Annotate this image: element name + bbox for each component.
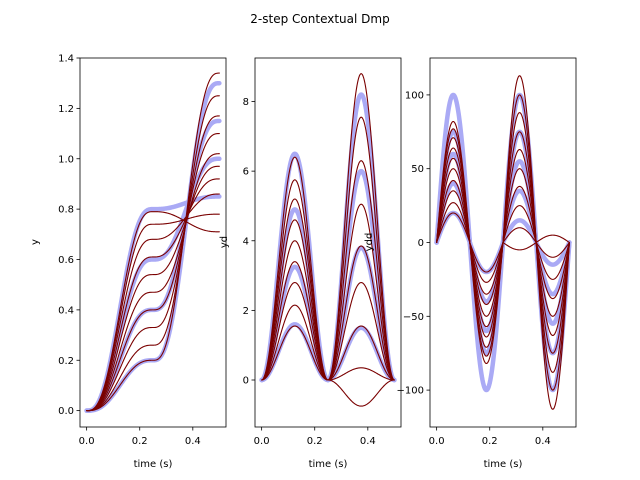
subplot-yd-x-tick-label: 0.0 [254,436,270,447]
figure-title: 2-step Contextual Dmp [250,12,389,26]
subplot-y-y-tick-label: 1.0 [58,154,74,165]
subplot-y-reproduction-line-8 [86,193,220,412]
subplot-yd-reproduction-line-9 [261,156,395,407]
subplot-ydd: 0.0 0.2 0.4 −100 −50 0 50 100 time (s) ydd [364,57,577,470]
subplot-ydd-y-tick-label: −100 [397,386,424,397]
subplot-ydd-x-ticks: 0.0 0.2 0.4 [429,427,551,447]
subplot-yd-frame [254,57,402,428]
subplot-y-y-tick-label: 0.2 [58,356,74,367]
subplot-yd-x-tick-label: 0.2 [307,436,323,447]
subplot-yd: 0.0 0.2 0.4 0 2 4 6 8 time (s) yd [219,57,402,470]
subplot-y-x-ticks: 0.0 0.2 0.4 [79,427,201,447]
subplot-y-demo-line-1 [84,80,222,413]
subplot-y-y-tick-label: 0.8 [58,205,74,216]
subplot-y-reproduction-line-2 [86,95,220,412]
subplot-ydd-y-tick-label: 0 [418,238,424,249]
subplot-y-reproduction-line-5 [86,153,220,412]
subplot-y-reproduction-line-1 [86,72,220,412]
subplot-y-y-tick-label: 1.4 [58,54,74,65]
subplot-ydd-y-tick-label: 50 [411,164,424,175]
subplot-y-y-tick-label: 0.6 [58,255,74,266]
subplot-yd-y-label: yd [219,236,230,248]
subplot-y-y-tick-label: 0.0 [58,406,74,417]
subplot-yd-y-tick-label: 2 [243,306,249,317]
subplot-y-x-tick-label: 0.2 [132,436,148,447]
subplot-ydd-x-label: time (s) [484,459,523,470]
subplot-y-y-ticks: 0.0 0.2 0.4 0.6 0.8 1.0 1.2 1.4 [58,54,80,417]
subplot-yd-y-tick-label: 4 [243,236,249,247]
subplot-y-y-tick-label: 1.2 [58,104,74,115]
subplot-yd-x-label: time (s) [309,459,348,470]
subplot-ydd-reproduction-line-10 [436,120,570,365]
subplot-ydd-x-tick-label: 0.0 [429,436,445,447]
subplot-y-reproduction-line-9 [86,213,220,412]
subplot-ydd-plot-area [434,75,572,410]
subplot-y-x-label: time (s) [134,459,173,470]
subplot-yd-y-tick-label: 8 [243,97,249,108]
subplot-ydd-x-tick-label: 0.2 [482,436,498,447]
subplot-ydd-y-tick-label: 100 [405,90,424,101]
subplot-yd-x-tick-label: 0.4 [360,436,376,447]
subplot-yd-y-tick-label: 6 [243,167,249,178]
subplot-y-plot-area [84,72,222,413]
subplot-ydd-x-tick-label: 0.4 [535,436,551,447]
subplot-y-reproduction-line-6 [86,165,220,412]
subplot-y-reproduction-line-4 [86,133,220,412]
subplot-y-reproduction-line-10 [86,211,220,412]
subplot-y-x-tick-label: 0.4 [185,436,201,447]
subplot-y-reproduction-line-7 [86,178,220,412]
subplot-yd-plot-area [259,73,397,407]
subplot-y-frame [79,57,227,428]
subplot-ydd-y-tick-label: −50 [403,312,424,323]
subplot-y: 0.0 0.2 0.4 0.0 0.2 0.4 0.6 0.8 1.0 1.2 1.4 time … [30,54,227,470]
subplot-y-x-tick-label: 0.0 [79,436,95,447]
subplot-yd-x-ticks: 0.0 0.2 0.4 [254,427,376,447]
subplot-y-y-label: y [30,239,41,245]
subplot-yd-y-tick-label: 0 [243,376,249,387]
subplot-y-reproduction-line-3 [86,115,220,412]
subplot-yd-y-ticks: 0 2 4 6 8 [243,97,255,387]
subplot-y-demo-line-2 [84,118,222,413]
subplot-y-y-tick-label: 0.4 [58,305,74,316]
subplot-ydd-y-label: ydd [364,233,375,252]
subplot-ydd-y-ticks: −100 −50 0 50 100 [397,90,430,397]
